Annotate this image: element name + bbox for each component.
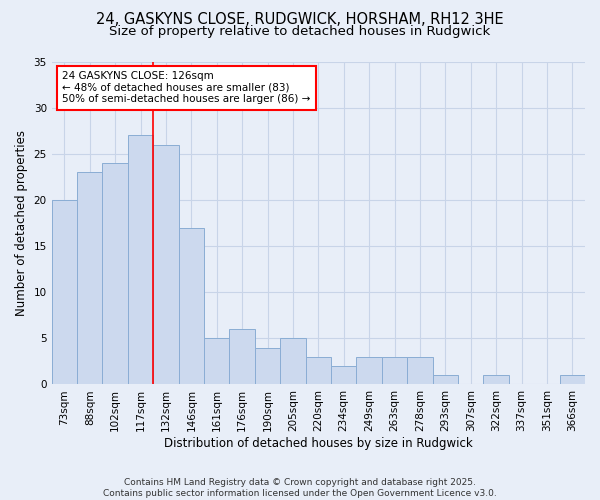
Bar bbox=[433, 375, 458, 384]
Text: Size of property relative to detached houses in Rudgwick: Size of property relative to detached ho… bbox=[109, 25, 491, 38]
Bar bbox=[407, 357, 433, 384]
Bar bbox=[560, 375, 585, 384]
Bar bbox=[128, 136, 153, 384]
Bar bbox=[77, 172, 103, 384]
Bar bbox=[382, 357, 407, 384]
Text: 24, GASKYNS CLOSE, RUDGWICK, HORSHAM, RH12 3HE: 24, GASKYNS CLOSE, RUDGWICK, HORSHAM, RH… bbox=[96, 12, 504, 28]
Bar bbox=[153, 144, 179, 384]
Text: Contains HM Land Registry data © Crown copyright and database right 2025.
Contai: Contains HM Land Registry data © Crown c… bbox=[103, 478, 497, 498]
Bar bbox=[255, 348, 280, 385]
Text: 24 GASKYNS CLOSE: 126sqm
← 48% of detached houses are smaller (83)
50% of semi-d: 24 GASKYNS CLOSE: 126sqm ← 48% of detach… bbox=[62, 71, 311, 104]
Bar bbox=[484, 375, 509, 384]
Bar bbox=[356, 357, 382, 384]
Bar bbox=[204, 338, 229, 384]
Bar bbox=[280, 338, 305, 384]
Bar bbox=[103, 163, 128, 384]
Bar bbox=[331, 366, 356, 384]
Bar bbox=[305, 357, 331, 384]
Bar bbox=[52, 200, 77, 384]
Y-axis label: Number of detached properties: Number of detached properties bbox=[15, 130, 28, 316]
Bar bbox=[179, 228, 204, 384]
Bar bbox=[229, 329, 255, 384]
X-axis label: Distribution of detached houses by size in Rudgwick: Distribution of detached houses by size … bbox=[164, 437, 473, 450]
